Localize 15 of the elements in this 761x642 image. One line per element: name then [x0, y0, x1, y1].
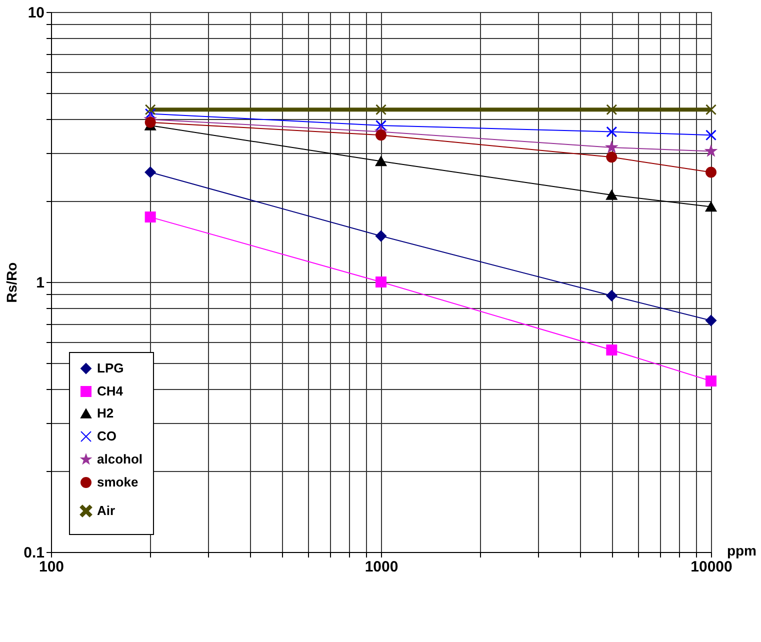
x-tick-label: 1000	[364, 558, 398, 576]
y-tick-label: 0.1	[24, 544, 44, 562]
legend-label: smoke	[97, 474, 138, 490]
y-tick-label: 10	[28, 4, 44, 22]
legend-label: H2	[97, 406, 114, 420]
x-axis-title: ppm	[726, 542, 756, 558]
legend-label: CO	[97, 428, 116, 444]
legend-label: CH4	[97, 384, 124, 398]
y-axis-title: Rs/Ro	[4, 262, 20, 303]
legend-label: Air	[97, 503, 116, 518]
y-tick-label: 1	[36, 274, 44, 292]
legend-label: alcohol	[97, 452, 143, 466]
legend-label: LPG	[97, 360, 124, 376]
x-tick-label: 100	[38, 558, 64, 576]
x-tick-label: 10000	[690, 558, 732, 576]
